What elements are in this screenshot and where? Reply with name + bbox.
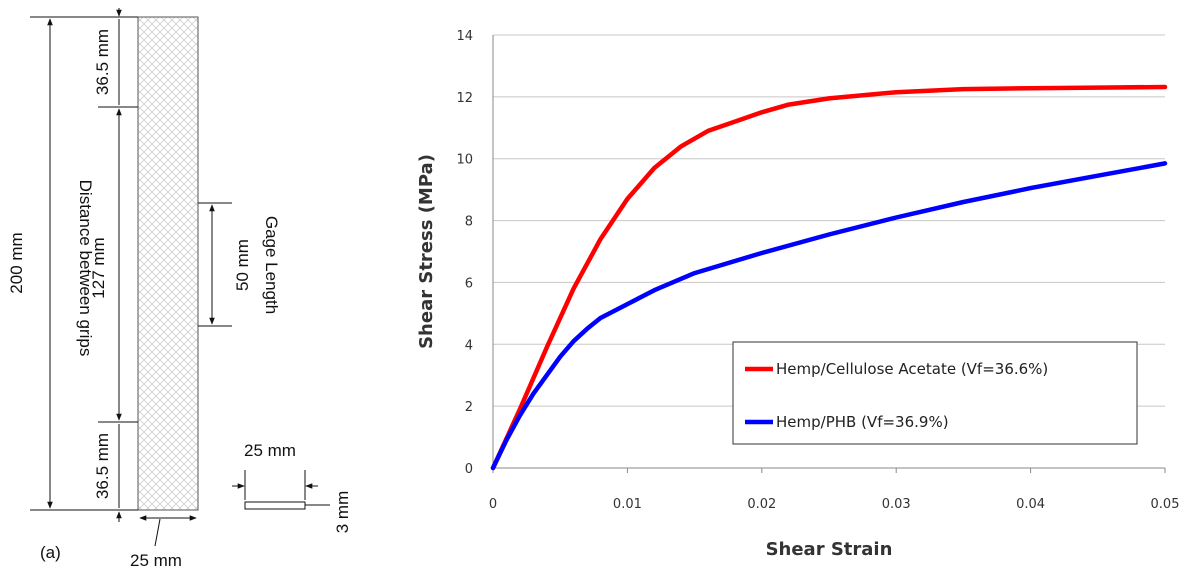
gage-length-text: Gage Length [262, 216, 281, 314]
data-point [1097, 87, 1099, 89]
data-point [895, 91, 897, 93]
x-tick-label: 0.03 [882, 497, 911, 512]
series-lines [490, 84, 1168, 471]
x-axis-title: Shear Strain [766, 539, 893, 560]
data-point [546, 346, 548, 348]
top-tab-label: 36.5 mm [93, 29, 112, 95]
data-point [828, 233, 830, 236]
data-point [962, 88, 965, 90]
legend-box [732, 341, 1138, 445]
specimen-diagram: 200 mm Distance between grips 127 mm 36.… [7, 8, 352, 570]
legend: Hemp/Cellulose Acetate (Vf=36.6%) Hemp/PH… [732, 341, 1138, 445]
y-tick-label: 12 [456, 91, 473, 106]
x-tick-label: 0.04 [1016, 497, 1045, 512]
legend-label: Hemp/PHB (Vf=36.9%) [776, 413, 949, 431]
middle-length-label: 127 mm [89, 237, 108, 298]
data-point [519, 408, 521, 410]
width-leader [154, 518, 161, 547]
data-point [680, 145, 682, 147]
data-point [734, 121, 736, 123]
data-point [519, 414, 521, 416]
data-point [653, 289, 655, 291]
y-axis-title: Shear Stress (MPa) [416, 154, 437, 349]
data-point [599, 317, 602, 319]
gage-length-value: 50 mm [233, 239, 252, 291]
data-point [895, 216, 897, 219]
data-point [573, 340, 575, 342]
series-line-0 [490, 84, 1168, 471]
data-point [962, 201, 965, 203]
width-label: 25 mm [130, 551, 182, 570]
x-tick-label: 0.01 [613, 497, 642, 512]
grip-distance-label: Distance between grips [76, 180, 95, 357]
bottom-tab-label: 36.5 mm [93, 433, 112, 499]
section-width-label: 25 mm [244, 441, 296, 460]
data-point [694, 272, 696, 274]
data-point [1097, 175, 1099, 177]
data-point [1164, 162, 1166, 164]
data-point [505, 439, 507, 441]
data-point [532, 393, 534, 395]
data-point [626, 303, 629, 305]
data-point [492, 467, 494, 469]
data-point [653, 167, 655, 169]
thickness-label: 3 mm [333, 491, 352, 534]
y-tick-label: 10 [456, 153, 473, 168]
data-point [559, 356, 561, 358]
data-point [761, 252, 763, 254]
y-tick-label: 4 [465, 338, 473, 353]
x-tick-label: 0 [489, 497, 497, 512]
total-length-label: 200 mm [7, 232, 26, 293]
y-tick-label: 14 [456, 29, 473, 44]
legend-label: Hemp/Cellulose Acetate (Vf=36.6%) [776, 360, 1048, 378]
y-tick-label: 0 [465, 462, 473, 477]
data-point [586, 328, 588, 330]
specimen-body [137, 16, 199, 511]
data-point [546, 374, 548, 376]
data-point [761, 111, 763, 113]
data-point [707, 130, 709, 132]
data-point [828, 97, 830, 99]
data-point [1030, 87, 1032, 89]
data-point [573, 288, 575, 290]
y-tick-label: 2 [465, 400, 473, 415]
data-point [788, 104, 790, 106]
y-tick-label: 6 [465, 276, 473, 291]
x-tick-label: 0.02 [747, 497, 776, 512]
y-tick-label: 8 [465, 215, 473, 230]
panel-label: (a) [40, 543, 61, 562]
data-point [626, 198, 629, 200]
data-point [599, 238, 602, 240]
x-tick-labels: 0 0.01 0.02 0.03 0.04 0.05 [489, 468, 1180, 512]
x-tick-label: 0.05 [1151, 497, 1180, 512]
data-point [1164, 86, 1166, 88]
y-tick-labels: 0 2 4 6 8 10 12 14 [456, 29, 473, 477]
shear-chart: 0 2 4 6 8 10 12 14 0 0.01 0.02 0.03 0.04 0.05 Shear … [416, 29, 1179, 560]
cross-section [244, 501, 306, 510]
data-point [1030, 187, 1032, 189]
